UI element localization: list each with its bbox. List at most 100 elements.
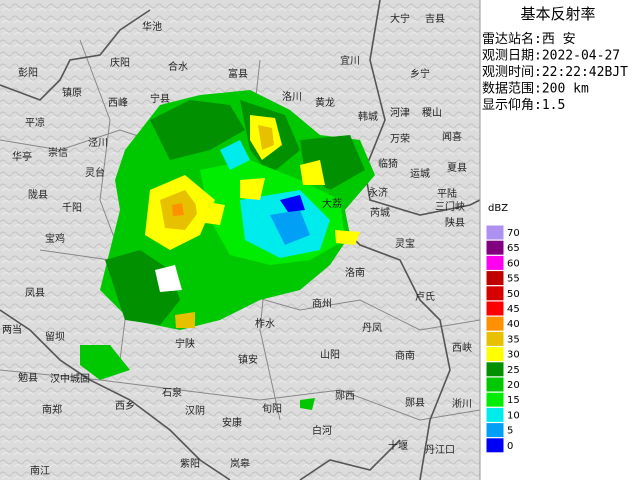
- place-name: 芮城: [370, 206, 390, 219]
- legend-label: 5: [507, 426, 513, 437]
- legend-swatch: [485, 437, 505, 454]
- place-name: 合水: [168, 60, 188, 73]
- place-name: 泾川: [88, 136, 108, 149]
- legend-swatch: [485, 224, 505, 241]
- place-name: 大荔: [322, 197, 342, 210]
- legend-label: 30: [507, 350, 520, 361]
- place-name: 大宁: [390, 12, 410, 25]
- place-name: 石泉: [162, 386, 182, 399]
- legend-label: 20: [507, 380, 520, 391]
- place-name: 千阳: [62, 202, 82, 214]
- legend-swatch: [485, 239, 505, 256]
- place-name: 陕县: [445, 216, 465, 229]
- title: 基本反射率: [520, 5, 595, 23]
- place-name: 平陆: [437, 187, 457, 200]
- place-name: 两当: [2, 323, 22, 336]
- legend-label: 70: [507, 228, 520, 239]
- place-name: 镇原: [62, 86, 82, 99]
- place-name: 南郑: [42, 403, 62, 416]
- legend-swatch: [485, 285, 505, 302]
- place-name: 汉中城固: [50, 372, 90, 385]
- legend-swatch: [485, 346, 505, 363]
- place-name: 白河: [312, 424, 332, 437]
- place-name: 灵台: [85, 166, 105, 179]
- place-name: 彭阳: [18, 66, 38, 79]
- legend-swatch: [485, 270, 505, 287]
- legend-label: 25: [507, 365, 520, 376]
- legend-label: 50: [507, 289, 520, 300]
- place-name: 灵宝: [395, 237, 415, 250]
- place-name: 柞水: [255, 317, 275, 330]
- legend-swatch: [485, 300, 505, 317]
- place-name: 郧西: [335, 390, 355, 402]
- place-name: 西峡: [452, 341, 472, 354]
- info-panel: [480, 0, 640, 480]
- legend-label: 55: [507, 274, 520, 285]
- legend-label: 10: [507, 410, 520, 421]
- place-name: 宁县: [150, 92, 170, 105]
- place-name: 镇安: [238, 353, 258, 366]
- place-name: 宜川: [340, 54, 360, 67]
- place-name: 洛南: [345, 266, 365, 279]
- legend-swatch: [485, 315, 505, 332]
- info-line: 观测日期:2022-04-27: [482, 49, 620, 64]
- radar-echoes: [80, 90, 375, 410]
- info-line: 观测时间:22:22:42BJT: [482, 65, 628, 80]
- place-name: 商南: [395, 349, 415, 362]
- place-name: 韩城: [358, 110, 378, 123]
- place-name: 凤县: [25, 287, 45, 299]
- place-name: 商州: [312, 297, 332, 310]
- info-line: 雷达站名:西 安: [482, 31, 576, 47]
- place-name: 山阳: [320, 349, 340, 361]
- place-name: 宝鸡: [45, 232, 65, 245]
- place-name: 黄龙: [315, 96, 335, 109]
- place-name: 华亭: [12, 150, 32, 163]
- place-name: 华池: [142, 20, 162, 33]
- place-name: 永济: [368, 186, 388, 199]
- place-name: 富县: [228, 67, 248, 80]
- place-name: 十堰: [388, 439, 408, 452]
- place-name: 平凉: [25, 116, 45, 129]
- info-line: 显示仰角:1.5: [482, 98, 565, 113]
- place-name: 崇信: [48, 147, 68, 159]
- place-name: 三门峡: [435, 200, 465, 213]
- legend-swatch: [485, 361, 505, 378]
- legend-unit: dBZ: [488, 203, 508, 214]
- legend-label: 60: [507, 258, 520, 269]
- legend-swatch: [485, 330, 505, 347]
- place-name: 汉阴: [185, 405, 205, 417]
- place-name: 河津: [390, 107, 410, 119]
- legend-label: 65: [507, 243, 520, 254]
- place-name: 宁陕: [175, 337, 195, 350]
- place-name: 西峰: [108, 97, 128, 109]
- info-line: 数据范围:200 km: [482, 82, 589, 97]
- place-name: 吉县: [425, 13, 445, 25]
- place-name: 运城: [410, 168, 430, 180]
- legend-label: 35: [507, 334, 520, 345]
- place-name: 临猗: [378, 157, 398, 170]
- legend-label: 45: [507, 304, 520, 315]
- place-name: 稷山: [422, 107, 442, 119]
- legend-swatch: [485, 254, 505, 271]
- place-name: 夏县: [447, 162, 467, 174]
- legend-swatch: [485, 376, 505, 393]
- place-name: 陇县: [28, 188, 48, 201]
- place-name: 岚皋: [230, 457, 250, 470]
- place-name: 西乡: [115, 400, 135, 412]
- legend-swatch: [485, 391, 505, 408]
- place-name: 卢氏: [415, 290, 435, 303]
- legend-swatch: [485, 422, 505, 439]
- place-name: 留坝: [45, 330, 65, 343]
- place-name: 安康: [222, 416, 242, 429]
- place-name: 乡宁: [410, 67, 430, 80]
- place-name: 庆阳: [110, 56, 130, 69]
- province-borders: [0, 0, 481, 480]
- place-name: 南江: [30, 464, 50, 477]
- place-name: 紫阳: [180, 458, 200, 470]
- place-name: 洛川: [282, 90, 302, 103]
- legend-label: 0: [507, 441, 513, 452]
- place-name: 丹凤: [362, 322, 382, 334]
- place-name: 丹江口: [425, 444, 455, 456]
